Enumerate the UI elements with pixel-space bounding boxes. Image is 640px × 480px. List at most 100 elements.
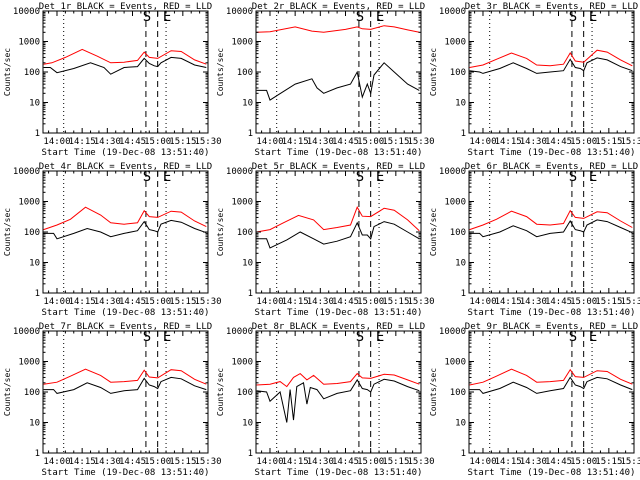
x-axis-label: Start Time (19-Dec-08 13:51:40): [42, 148, 210, 158]
x-tick-label: 14:45: [545, 137, 572, 147]
y-tick-label: 10000: [439, 327, 466, 337]
x-axis-label: Start Time (19-Dec-08 13:51:40): [468, 308, 636, 318]
x-tick-label: 14:45: [545, 457, 572, 467]
series-line-lld: [469, 209, 633, 231]
plot-frame: [42, 330, 209, 454]
plot-frame: [42, 10, 209, 134]
series-line-lld: [256, 372, 420, 388]
y-tick-label: 1000: [231, 38, 253, 48]
series-line-lld: [469, 368, 633, 386]
x-tick-label: 14:45: [332, 137, 359, 147]
x-tick-label: 15:15: [169, 297, 196, 307]
x-tick-label: 14:45: [545, 297, 572, 307]
x-tick-label: 14:30: [307, 297, 334, 307]
plot-frame: [255, 330, 422, 454]
y-tick-label: 10000: [13, 7, 40, 17]
x-tick-label: 14:15: [69, 297, 96, 307]
y-axis-label: Counts/sec: [3, 208, 12, 256]
plot-frame: [468, 330, 635, 454]
x-tick-label: 14:00: [256, 297, 283, 307]
x-tick-label: 15:30: [194, 137, 221, 147]
y-tick-label: 10: [29, 99, 40, 109]
chart-title: Det 2r BLACK = Events, RED = LLD: [252, 2, 425, 12]
marker-label: E: [163, 9, 171, 25]
y-tick-label: 100: [237, 228, 253, 238]
chart-panel-5: Det 5r BLACK = Events, RED = LLD Counts/s…: [216, 162, 435, 318]
x-tick-label: 15:15: [382, 137, 409, 147]
series-line-events: [256, 221, 420, 249]
series-line-lld: [43, 368, 207, 385]
x-tick-label: 15:30: [194, 297, 221, 307]
marker-label: S: [143, 169, 151, 185]
chart-title: Det 4r BLACK = Events, RED = LLD: [39, 162, 212, 172]
x-tick-label: 15:00: [144, 137, 171, 147]
chart-panel-7: Det 7r BLACK = Events, RED = LLD Counts/s…: [3, 322, 222, 478]
y-tick-label: 100: [237, 388, 253, 398]
y-tick-label: 1000: [231, 358, 253, 368]
x-tick-label: 14:30: [520, 297, 547, 307]
series-line-events: [43, 219, 207, 240]
x-tick-label: 14:15: [69, 457, 96, 467]
y-tick-label: 1000: [444, 198, 466, 208]
x-tick-label: 14:30: [520, 137, 547, 147]
x-tick-label: 15:00: [570, 297, 597, 307]
series-line-lld: [43, 48, 207, 65]
x-tick-label: 15:30: [407, 297, 434, 307]
x-tick-label: 14:00: [469, 297, 496, 307]
y-tick-label: 10: [29, 259, 40, 269]
x-tick-label: 14:45: [119, 137, 146, 147]
y-tick-label: 1000: [18, 358, 40, 368]
y-tick-label: 1000: [444, 38, 466, 48]
x-tick-label: 15:30: [194, 457, 221, 467]
y-tick-label: 100: [450, 388, 466, 398]
y-tick-label: 100: [237, 68, 253, 78]
x-tick-label: 14:30: [94, 297, 121, 307]
x-tick-label: 14:00: [256, 137, 283, 147]
x-axis-label: Start Time (19-Dec-08 13:51:40): [255, 468, 423, 478]
x-tick-label: 15:30: [407, 457, 434, 467]
plot-frame: [468, 170, 635, 294]
plot-frame: [42, 170, 209, 294]
marker-label: S: [569, 9, 577, 25]
x-tick-label: 15:00: [144, 457, 171, 467]
marker-label: S: [143, 9, 151, 25]
series-line-events: [469, 219, 633, 238]
y-tick-label: 10: [29, 419, 40, 429]
x-tick-label: 15:00: [357, 457, 384, 467]
chart-title: Det 1r BLACK = Events, RED = LLD: [39, 2, 212, 12]
marker-label: S: [356, 329, 364, 345]
x-tick-label: 14:30: [307, 137, 334, 147]
plot-frame: [255, 170, 422, 294]
y-axis-label: Counts/sec: [429, 208, 438, 256]
x-tick-label: 14:15: [495, 137, 522, 147]
y-tick-label: 10000: [226, 167, 253, 177]
y-tick-label: 1: [35, 129, 40, 139]
y-tick-label: 10000: [439, 7, 466, 17]
y-tick-label: 10000: [226, 327, 253, 337]
x-tick-label: 14:30: [520, 457, 547, 467]
x-tick-label: 15:30: [620, 137, 640, 147]
y-tick-label: 1: [461, 449, 466, 459]
y-tick-label: 10: [242, 419, 253, 429]
chart-panel-6: Det 6r BLACK = Events, RED = LLD Counts/s…: [429, 162, 640, 318]
marker-label: E: [376, 169, 384, 185]
x-tick-label: 15:15: [169, 457, 196, 467]
x-tick-label: 15:15: [169, 137, 196, 147]
y-tick-label: 10: [455, 99, 466, 109]
marker-label: S: [356, 169, 364, 185]
marker-label: S: [569, 329, 577, 345]
chart-panel-2: Det 2r BLACK = Events, RED = LLD Counts/s…: [216, 2, 435, 158]
x-tick-label: 14:30: [94, 137, 121, 147]
series-line-events: [43, 56, 207, 75]
x-tick-label: 14:45: [332, 297, 359, 307]
x-axis-label: Start Time (19-Dec-08 13:51:40): [255, 308, 423, 318]
y-tick-label: 100: [24, 388, 40, 398]
series-line-events: [43, 376, 207, 394]
y-tick-label: 100: [450, 68, 466, 78]
series-line-events: [256, 378, 420, 423]
marker-label: E: [376, 329, 384, 345]
marker-label: S: [569, 169, 577, 185]
y-axis-label: Counts/sec: [429, 48, 438, 96]
x-axis-label: Start Time (19-Dec-08 13:51:40): [42, 468, 210, 478]
